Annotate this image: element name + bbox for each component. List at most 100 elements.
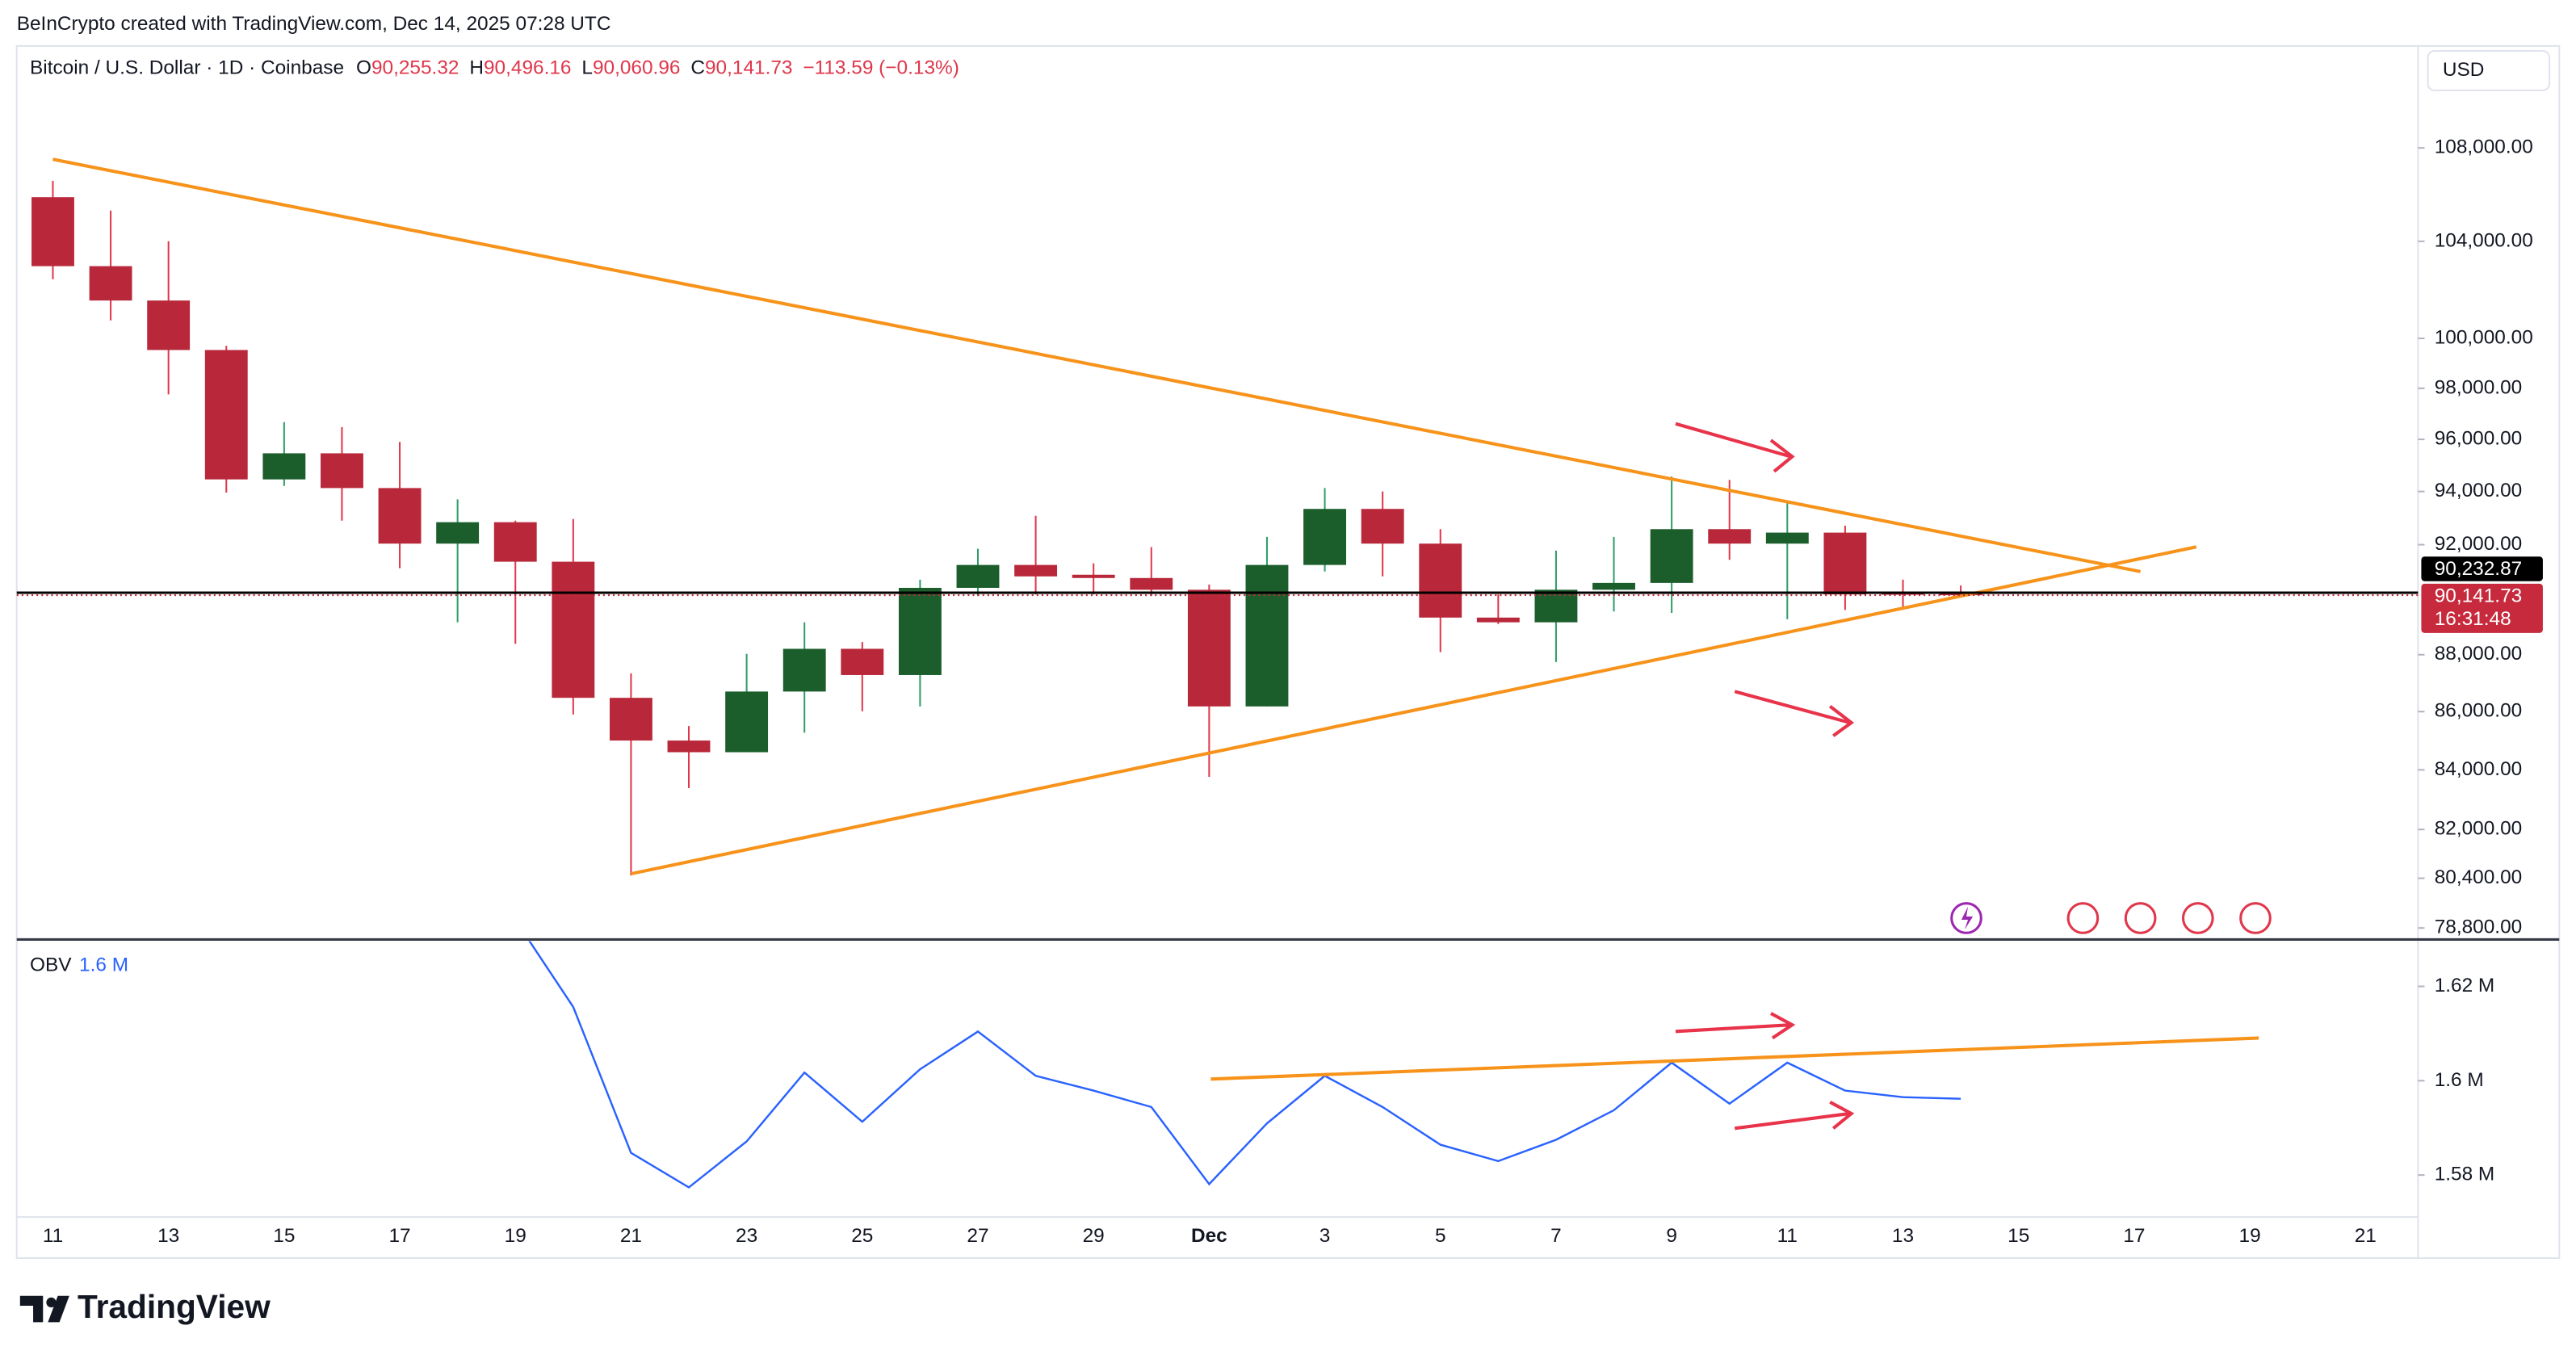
x-tick-label: Dec — [1191, 1225, 1227, 1247]
y-tick-label: 82,000.00 — [2435, 818, 2523, 840]
ohlc-key: O — [356, 57, 371, 79]
x-tick-label: 29 — [1083, 1225, 1105, 1247]
x-tick-label: 21 — [2355, 1225, 2377, 1247]
x-tick-label: 3 — [1319, 1225, 1331, 1247]
x-tick-label: 15 — [2008, 1225, 2029, 1247]
candle-body — [1592, 582, 1635, 590]
arrow — [1675, 1012, 1796, 1040]
candle-body — [1476, 617, 1520, 623]
currency-label[interactable]: USD — [2443, 59, 2485, 81]
y-tick-label: 84,000.00 — [2435, 758, 2523, 780]
arrow — [1734, 1100, 1855, 1131]
event-icon-glyph — [1961, 906, 1974, 930]
candle-body — [1130, 577, 1173, 590]
x-tick-label: 19 — [505, 1225, 527, 1247]
candle-body — [1765, 532, 1809, 544]
x-tick-label: 13 — [157, 1225, 179, 1247]
candle-body — [1708, 529, 1752, 544]
candle-body — [841, 648, 884, 675]
candle-body — [1303, 509, 1347, 565]
price-label-box — [2421, 583, 2543, 633]
x-tick-label: 11 — [43, 1225, 63, 1247]
brand-name: TradingView — [78, 1288, 271, 1325]
credit-line: BeInCrypto created with TradingView.com,… — [17, 13, 611, 35]
x-tick-label: 11 — [1777, 1225, 1798, 1247]
arrows — [1675, 422, 1855, 1131]
candle-body — [898, 587, 942, 675]
y-tick-label: 98,000.00 — [2435, 376, 2523, 398]
lower-trendline — [631, 545, 2197, 876]
candle-body — [204, 350, 248, 480]
obv-plot — [528, 941, 1961, 1189]
currency-button[interactable] — [2427, 50, 2551, 91]
y-tick-label: 86,000.00 — [2435, 700, 2523, 722]
event-icon[interactable] — [2066, 902, 2100, 934]
symbol-legend: Bitcoin / U.S. Dollar · 1D · Coinbase O9… — [30, 57, 959, 79]
candle-body — [609, 698, 652, 741]
x-tick-label: 5 — [1435, 1225, 1446, 1247]
obv-legend: OBV — [30, 954, 72, 975]
upper-trendline — [52, 157, 2142, 573]
x-tick-label: 17 — [2123, 1225, 2145, 1247]
candle-body — [89, 266, 132, 301]
y-tick-label: 96,000.00 — [2435, 428, 2523, 450]
y-tick-label: 104,000.00 — [2435, 229, 2533, 251]
y-tick-label: 94,000.00 — [2435, 480, 2523, 501]
brand-logo: TradingView — [19, 1288, 271, 1325]
candle-body — [1534, 589, 1578, 623]
x-tick-label: 27 — [967, 1225, 988, 1247]
candle-body — [1072, 574, 1115, 578]
candle-body — [378, 488, 422, 544]
candle-body — [1361, 509, 1404, 544]
obv-legend-value: 1.6 M — [79, 954, 128, 975]
event-icon[interactable] — [2239, 902, 2272, 934]
y-tick-label: 100,000.00 — [2435, 326, 2533, 348]
event-icon[interactable] — [2124, 902, 2157, 934]
price-label: 90,232.87 — [2435, 558, 2523, 580]
change-value: −113.59 (−0.13%) — [803, 57, 959, 79]
drawings — [52, 157, 2259, 1081]
x-tick-label: 25 — [851, 1225, 873, 1247]
candle-body — [147, 300, 191, 350]
symbol-name: Bitcoin / U.S. Dollar · 1D · Coinbase — [30, 57, 344, 79]
ohlc-key: L — [581, 57, 593, 79]
ohlc-value: 90,496.16 — [484, 57, 572, 79]
candle-body — [725, 691, 769, 753]
x-tick-label: 9 — [1666, 1225, 1677, 1247]
candle-body — [493, 522, 537, 562]
y-tick-label: 108,000.00 — [2435, 136, 2533, 158]
x-tick-label: 19 — [2239, 1225, 2261, 1247]
candle-body — [956, 564, 1000, 588]
candle-body — [321, 453, 363, 489]
candle-body — [262, 453, 306, 480]
candle-body — [552, 561, 595, 698]
candle-body — [667, 740, 711, 753]
chart-frame — [15, 44, 2561, 1260]
logo-mark — [19, 1295, 69, 1323]
countdown-label: 16:31:48 — [2435, 608, 2511, 630]
arrow — [1734, 690, 1855, 737]
ohlc-value: 90,255.32 — [371, 57, 459, 79]
y-tick-label: 1.58 M — [2435, 1164, 2495, 1185]
event-icon[interactable] — [2181, 902, 2214, 934]
obv-line — [528, 941, 1961, 1189]
x-tick-label: 17 — [388, 1225, 410, 1247]
candle-body — [1823, 532, 1867, 595]
candle-body — [1187, 589, 1231, 707]
y-tick-label: 92,000.00 — [2435, 533, 2523, 555]
x-tick-label: 7 — [1550, 1225, 1562, 1247]
y-tick-label: 80,400.00 — [2435, 866, 2523, 888]
logo-dot — [46, 1297, 57, 1308]
candle-body — [1650, 529, 1693, 583]
x-tick-label: 13 — [1892, 1225, 1914, 1247]
price-label: 90,141.73 — [2435, 585, 2523, 607]
obv-trendline — [1210, 1036, 2259, 1081]
x-tick-label: 23 — [736, 1225, 757, 1247]
arrow — [1675, 422, 1795, 473]
candle-body — [782, 648, 826, 692]
price-plot — [31, 180, 1982, 876]
candle-body — [1014, 564, 1058, 577]
y-tick-label: 1.62 M — [2435, 975, 2495, 996]
